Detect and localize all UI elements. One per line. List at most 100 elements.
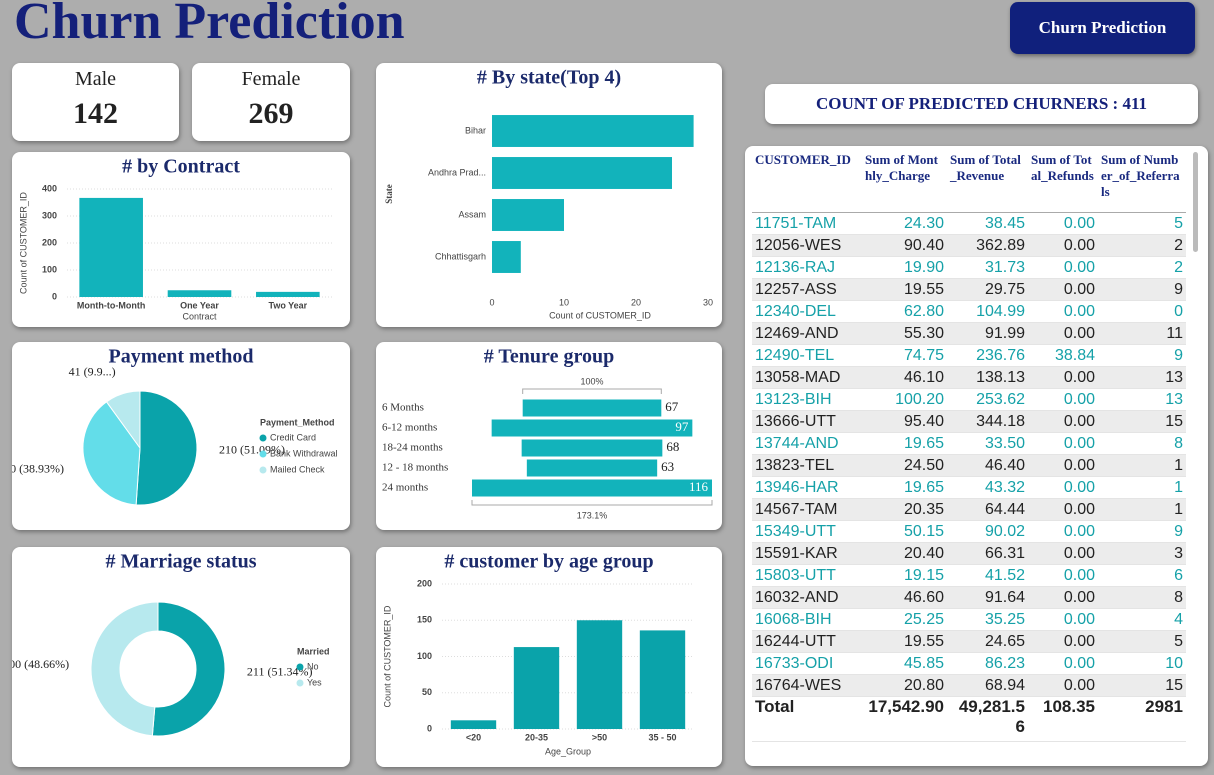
table-cell: 46.40 <box>947 454 1028 477</box>
table-body: 11751-TAM 24.30 38.45 0.00 5 12056-WES 90.40 36… <box>752 212 1186 742</box>
table-cell: 24.65 <box>947 630 1028 653</box>
table-cell: 31.73 <box>947 256 1028 279</box>
x-tick-label: 30 <box>703 297 713 307</box>
column-header: CUSTOMER_ID <box>752 150 862 213</box>
bracket <box>522 388 662 394</box>
table-cell: 91.64 <box>947 586 1028 609</box>
table-cell: 8 <box>1098 586 1186 609</box>
table-cell: 20.35 <box>862 498 947 521</box>
table-cell: 0.00 <box>1028 476 1098 499</box>
table-cell: 15 <box>1098 674 1186 697</box>
table-cell: 1 <box>1098 498 1186 521</box>
bar <box>492 241 521 273</box>
table-cell: 0.00 <box>1028 256 1098 279</box>
table-cell: 1 <box>1098 476 1186 499</box>
chart-title: # by Contract <box>122 156 240 178</box>
legend-label: Credit Card <box>270 432 316 442</box>
table-cell: 11 <box>1098 322 1186 345</box>
chart-title: Payment method <box>109 346 254 368</box>
legend-label: Yes <box>307 677 322 687</box>
category-label: 12 - 18 months <box>382 462 448 474</box>
table-cell: 9 <box>1098 344 1186 367</box>
table-cell: 29.75 <box>947 278 1028 301</box>
table-cell: 50.15 <box>862 520 947 543</box>
table-cell: 15803-UTT <box>752 564 862 587</box>
nav-button[interactable]: Churn Prediction <box>1010 2 1195 54</box>
table-row: 12136-RAJ 19.90 31.73 0.00 2 <box>752 256 1186 279</box>
bar <box>526 459 658 477</box>
scrollbar[interactable] <box>1193 152 1198 252</box>
table-row: 16032-AND 46.60 91.64 0.00 8 <box>752 586 1186 609</box>
table-cell: 13123-BIH <box>752 388 862 411</box>
bracket <box>471 500 713 506</box>
bar <box>491 419 693 437</box>
table-cell: 12490-TEL <box>752 344 862 367</box>
table-cell: 0.00 <box>1028 366 1098 389</box>
bar <box>167 290 232 297</box>
table-cell: 8 <box>1098 432 1186 455</box>
y-tick-label: Assam <box>458 209 486 219</box>
chart-card: # By state(Top 4) 0 10 20 30 Bihar Andhra Prad… <box>376 63 722 327</box>
table-cell: 14567-TAM <box>752 498 862 521</box>
y-axis-label: Count of CUSTOMER_ID <box>382 605 392 707</box>
table-cell: 0.00 <box>1028 388 1098 411</box>
table-cell: 19.55 <box>862 630 947 653</box>
table-row: 13946-HAR 19.65 43.32 0.00 1 <box>752 476 1186 499</box>
table-row: 12469-AND 55.30 91.99 0.00 11 <box>752 322 1186 345</box>
card-value: 269 <box>248 97 294 130</box>
slice <box>151 601 226 737</box>
kpi-banner: COUNT OF PREDICTED CHURNERS : 411 <box>765 84 1198 124</box>
y-tick-label: 200 <box>417 578 432 588</box>
y-tick-label: 400 <box>42 183 57 193</box>
y-tick-label: Andhra Prad... <box>428 167 486 177</box>
table-cell: 43.32 <box>947 476 1028 499</box>
total-row: Total 17,542.90 49,281.56 108.35 2981 <box>752 696 1186 742</box>
table-cell: 2 <box>1098 256 1186 279</box>
data-label: 116 <box>689 479 709 494</box>
table-cell: 13946-HAR <box>752 476 862 499</box>
kpi-card: Female 269 <box>192 63 350 141</box>
table-cell: 138.13 <box>947 366 1028 389</box>
chart-title: # Tenure group <box>484 346 614 368</box>
table-cell: 0.00 <box>1028 674 1098 697</box>
chart: # Tenure group 6 Months 67 6-12 months 97 18-… <box>382 346 713 520</box>
legend-label: No <box>307 661 319 671</box>
table-cell: 236.76 <box>947 344 1028 367</box>
table-cell: 5 <box>1098 212 1186 235</box>
category-label: 6 Months <box>382 402 424 414</box>
table-cell: 25.25 <box>862 608 947 631</box>
table-cell: 0.00 <box>1028 454 1098 477</box>
data-label: 211 (51.34%) <box>247 664 313 678</box>
table-row: 16244-UTT 19.55 24.65 0.00 5 <box>752 630 1186 653</box>
y-tick-label: 150 <box>417 615 432 625</box>
table-cell: 104.99 <box>947 300 1028 323</box>
table-cell: 19.90 <box>862 256 947 279</box>
table-cell: 15 <box>1098 410 1186 433</box>
x-tick-label: One Year <box>180 300 219 310</box>
y-axis-label: Count of CUSTOMER_ID <box>18 192 28 294</box>
bar <box>513 647 560 729</box>
table-row: 12340-DEL 62.80 104.99 0.00 0 <box>752 300 1186 323</box>
table-cell: 16068-BIH <box>752 608 862 631</box>
column-header: Sum of Total_Refunds <box>1028 150 1098 213</box>
bar <box>472 479 712 497</box>
table-row: 12257-ASS 19.55 29.75 0.00 9 <box>752 278 1186 301</box>
bar <box>522 399 662 417</box>
table-cell: 362.89 <box>947 234 1028 257</box>
x-tick-label: >50 <box>592 732 607 742</box>
y-tick-label: Bihar <box>465 125 486 135</box>
table-cell: 12136-RAJ <box>752 256 862 279</box>
table-cell: 16733-ODI <box>752 652 862 675</box>
table-cell: 64.44 <box>947 498 1028 521</box>
x-tick-label: 10 <box>559 297 569 307</box>
category-label: 18-24 months <box>382 442 443 454</box>
y-axis-label: State <box>384 184 394 204</box>
legend-marker <box>259 434 267 442</box>
table-cell: 46.60 <box>862 586 947 609</box>
chart: # by Contract 0 100 200 300 400 Month-to-Month… <box>18 156 332 321</box>
table-cell: 0.00 <box>1028 608 1098 631</box>
table-row: 12490-TEL 74.75 236.76 38.84 9 <box>752 344 1186 367</box>
table-cell: 24.50 <box>862 454 947 477</box>
card-label: Female <box>241 68 301 90</box>
